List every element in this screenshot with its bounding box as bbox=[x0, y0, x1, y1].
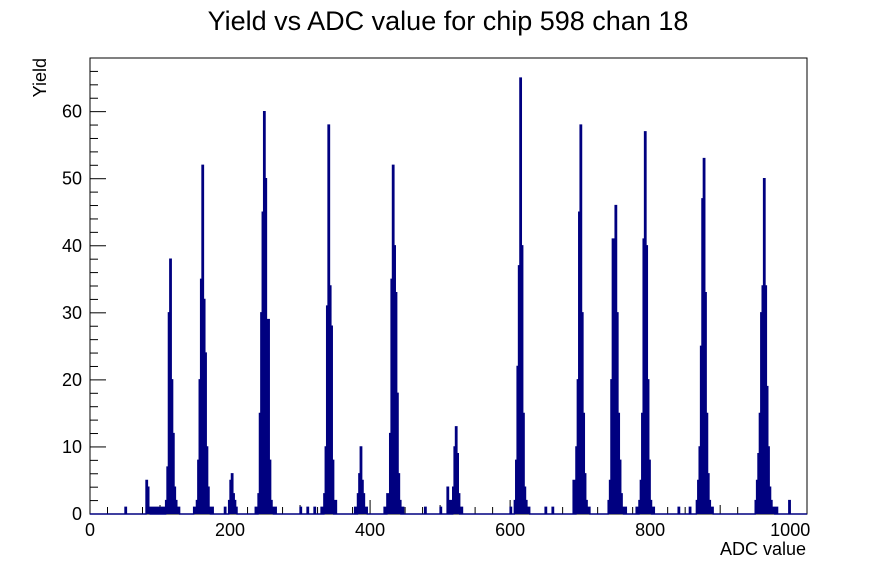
histogram-series-line bbox=[90, 77, 807, 515]
histogram-bins bbox=[125, 78, 790, 514]
y-tick-label: 0 bbox=[72, 504, 82, 524]
plot-frame bbox=[89, 57, 808, 515]
x-tick-label: 0 bbox=[85, 520, 95, 540]
x-tick-label: 200 bbox=[215, 520, 245, 540]
axis-tick-labels: 0 200 400 600 800 1000 0 10 20 30 40 50 60 bbox=[62, 102, 810, 540]
x-tick-label: 600 bbox=[495, 520, 525, 540]
y-axis-label: Yield bbox=[30, 58, 50, 97]
axis-ticks bbox=[89, 57, 791, 515]
y-tick-label: 10 bbox=[62, 437, 82, 457]
x-axis-label: ADC value bbox=[720, 539, 806, 559]
x-tick-label: 1000 bbox=[770, 520, 810, 540]
y-tick-label: 20 bbox=[62, 370, 82, 390]
y-tick-label: 50 bbox=[62, 169, 82, 189]
chart-title: Yield vs ADC value for chip 598 chan 18 bbox=[208, 6, 689, 36]
x-tick-label: 800 bbox=[635, 520, 665, 540]
y-tick-label: 60 bbox=[62, 102, 82, 122]
y-tick-label: 40 bbox=[62, 236, 82, 256]
y-tick-label: 30 bbox=[62, 303, 82, 323]
x-tick-label: 400 bbox=[355, 520, 385, 540]
